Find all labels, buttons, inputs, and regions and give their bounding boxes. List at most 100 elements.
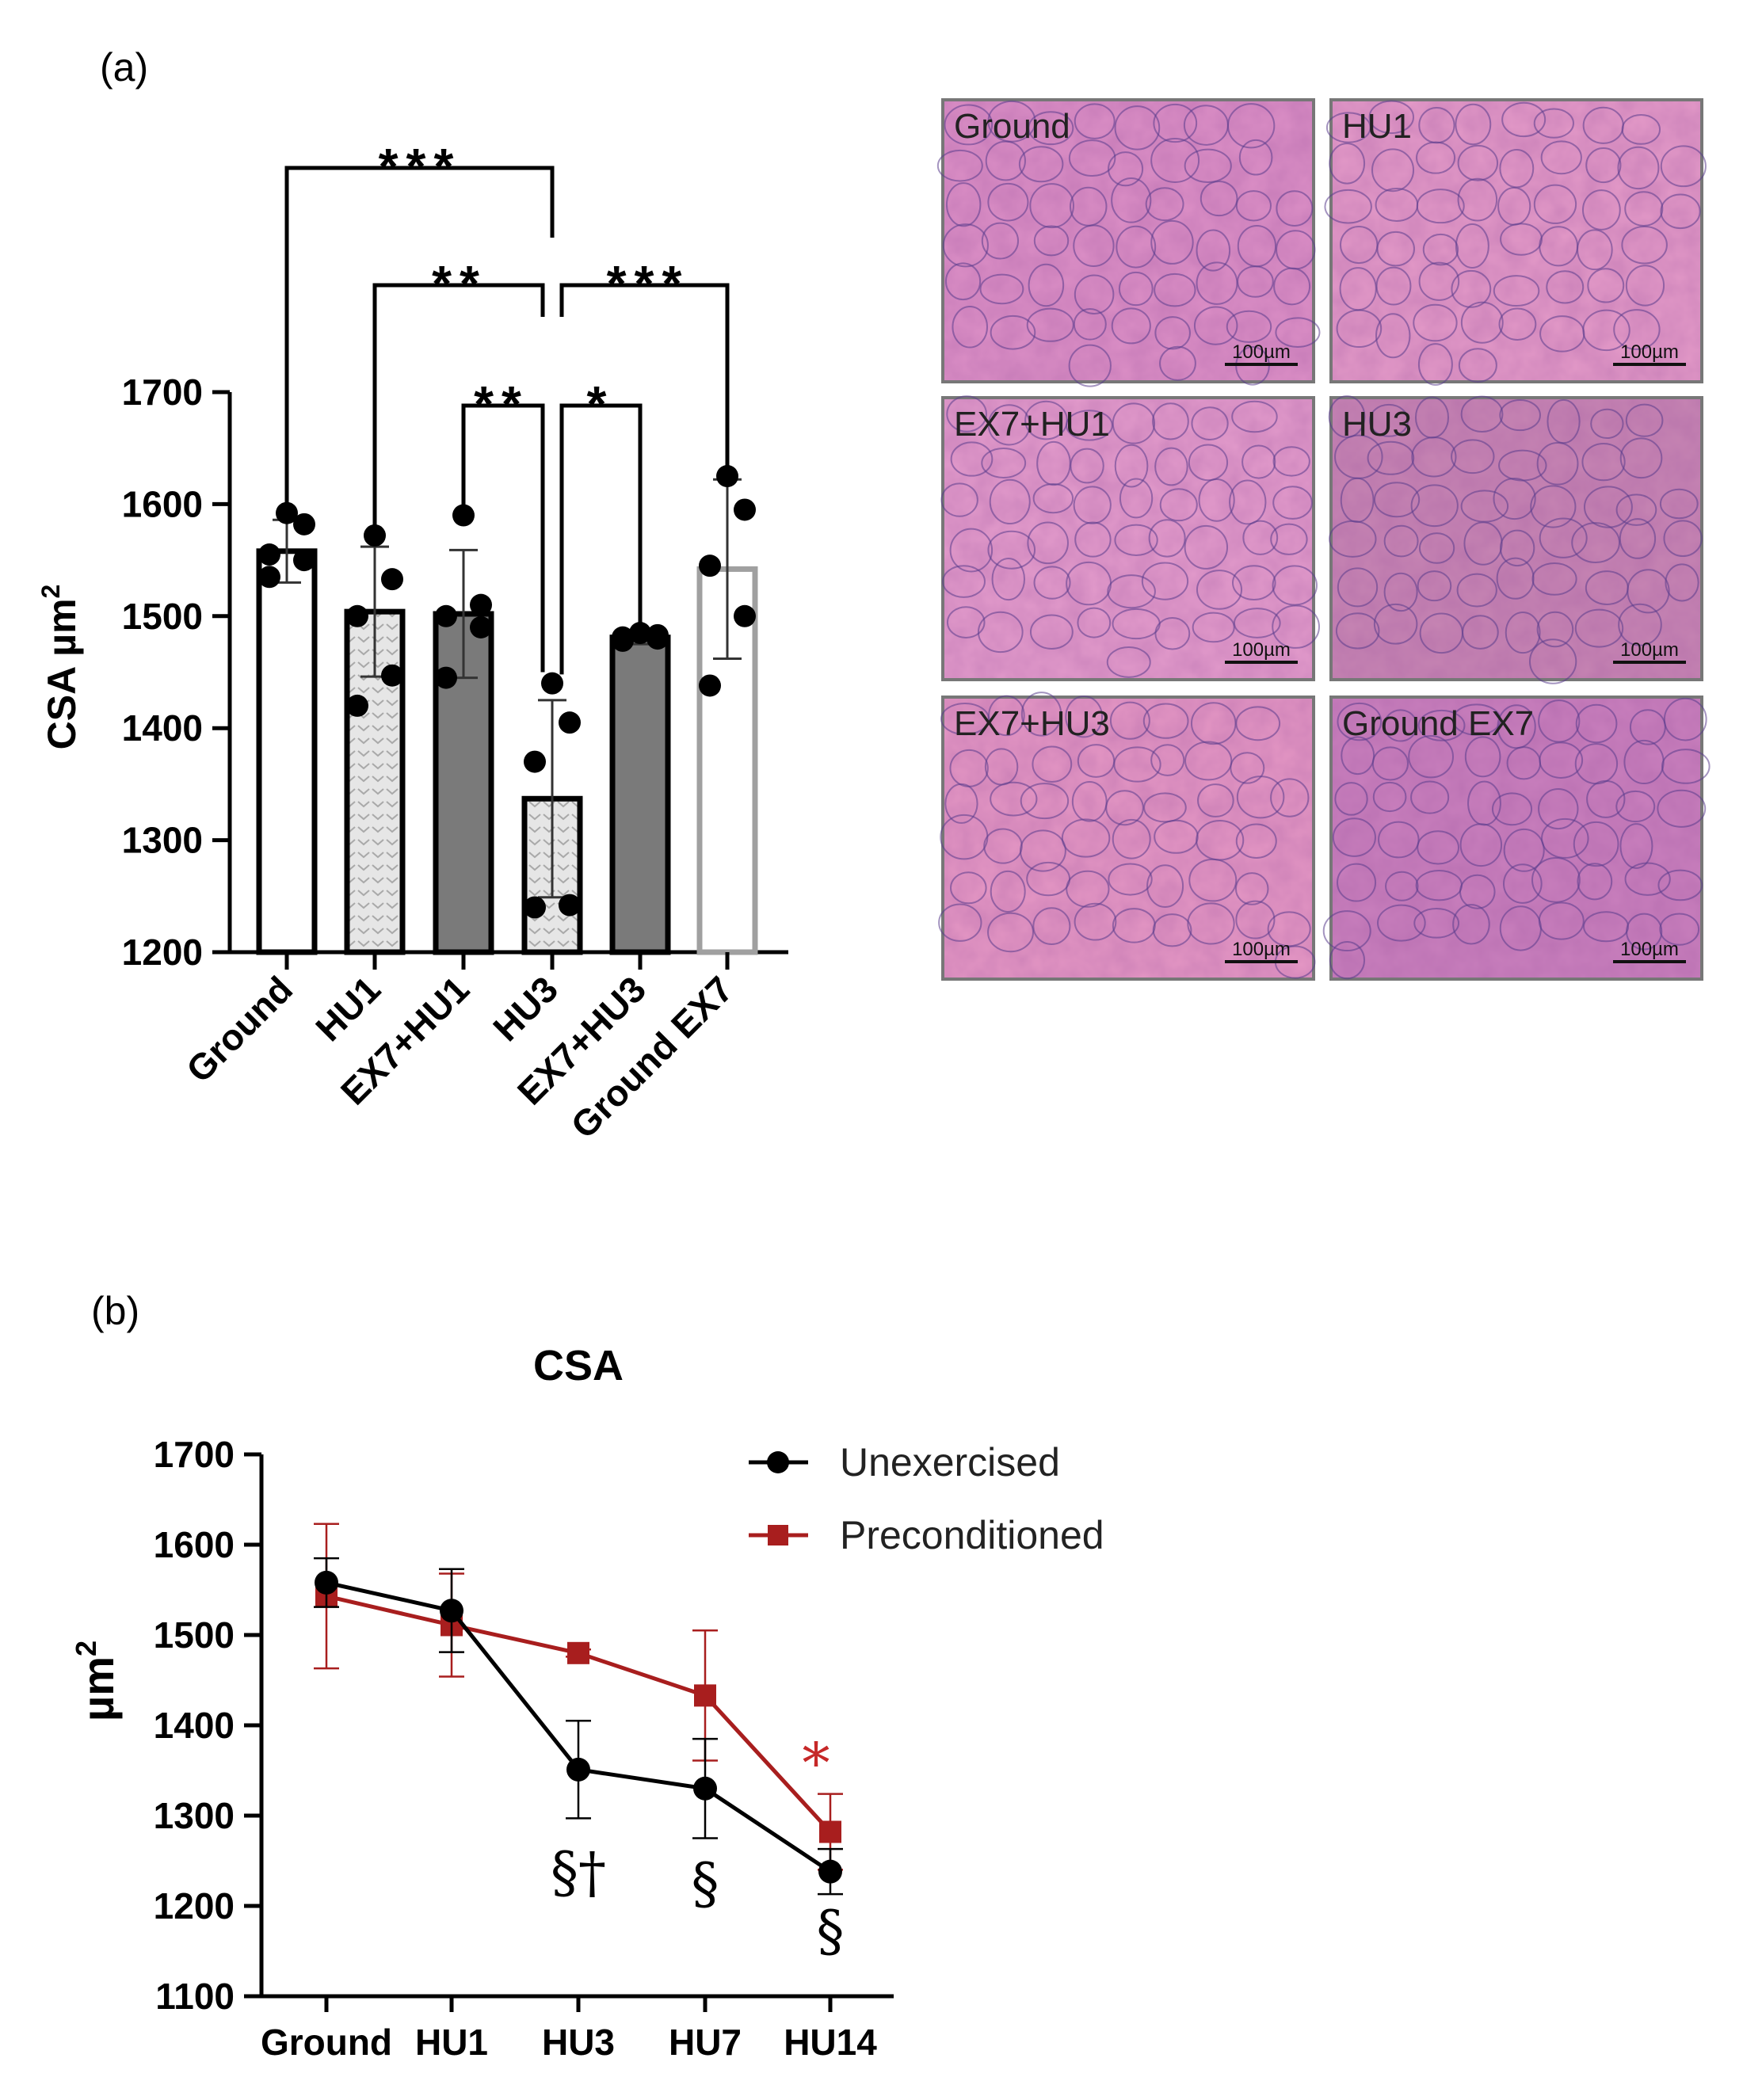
data-point — [258, 543, 280, 566]
data-point — [699, 555, 721, 577]
micrograph-fibre — [1491, 792, 1533, 826]
line-chart-xtick-label: Ground — [261, 2022, 392, 2063]
micrograph-fibre — [1235, 823, 1277, 859]
micrograph-fibre — [1571, 522, 1620, 564]
micrograph-fibre — [987, 912, 1034, 953]
significance-stars: ** — [432, 255, 487, 312]
legend-marker — [767, 1451, 789, 1473]
micrograph-fibre — [1273, 267, 1311, 306]
micrograph-fibre — [1378, 821, 1420, 859]
micrograph-fibre — [1383, 524, 1419, 558]
micrograph-fibre — [1267, 911, 1311, 947]
micrograph-fibre — [1458, 348, 1497, 383]
micrograph-fibre — [988, 695, 1025, 737]
micrograph-texture — [944, 699, 1312, 978]
micrograph-fibres — [1328, 395, 1703, 684]
micrograph-fibres — [940, 395, 1321, 678]
panel-b-label: (b) — [91, 1289, 139, 1333]
micrograph-fibre — [1501, 101, 1547, 138]
micrograph-fibre — [1587, 268, 1625, 303]
micrograph-fibre — [1577, 229, 1613, 271]
micrograph-fibre — [1530, 485, 1577, 528]
micrograph-fibre — [1371, 746, 1409, 781]
micrograph-scale-label: 100µm — [1620, 341, 1679, 363]
micrograph-fibre — [1455, 103, 1492, 146]
data-point — [734, 604, 756, 627]
micrograph-fibre — [1141, 562, 1189, 600]
micrograph-fibre — [1663, 697, 1707, 741]
legend-marker — [768, 1525, 788, 1545]
micrograph-fibre — [1536, 441, 1579, 486]
micrograph-fibre — [1018, 146, 1064, 183]
micrograph-label: Ground EX7 — [1342, 704, 1534, 743]
data-point — [559, 894, 581, 917]
micrograph-fibre — [1150, 219, 1194, 265]
bar-chart-xtick-label: HU3 — [485, 968, 566, 1049]
micrograph-fibre — [1422, 233, 1459, 266]
micrograph-fibre — [1499, 399, 1541, 432]
micrograph-fibre — [1538, 901, 1585, 940]
micrograph-fibre — [1328, 395, 1366, 438]
micrograph-fibre — [1020, 783, 1070, 820]
data-point — [699, 674, 721, 697]
micrograph-fibre — [1659, 488, 1699, 520]
micrograph-fibre — [990, 314, 1036, 350]
micrograph-fibre — [1070, 448, 1104, 484]
micrograph-fibre — [1621, 113, 1661, 145]
micrograph-fibre — [952, 306, 989, 349]
micrograph-fibre — [1231, 400, 1278, 433]
micrograph-fibre — [1411, 436, 1457, 478]
micrograph-fibre — [987, 100, 1036, 143]
micrograph-fibre — [1661, 749, 1711, 784]
micrograph-fibre — [1196, 570, 1243, 610]
micrograph-fibre — [1337, 863, 1377, 902]
series-point — [440, 1599, 463, 1623]
legend-label: Preconditioned — [840, 1513, 1104, 1557]
micrograph-fibre — [1028, 263, 1065, 307]
micrograph-scale-label: 100µm — [1620, 639, 1679, 661]
data-point — [293, 549, 315, 572]
micrograph-fibre — [1368, 403, 1409, 437]
micrograph-fibre — [1460, 395, 1504, 433]
micrograph-fibre — [1539, 741, 1584, 779]
micrograph-fibre — [1375, 266, 1412, 306]
micrograph-fibre — [990, 781, 1038, 817]
micrograph-fibre — [1325, 112, 1371, 143]
line-chart-ytick-label: 1600 — [154, 1524, 235, 1565]
micrograph-fibre — [1451, 703, 1501, 736]
micrograph-fibre — [1118, 271, 1154, 307]
micrograph-fibre — [1032, 483, 1074, 514]
micrograph-fibre — [1154, 273, 1196, 307]
data-point — [734, 498, 756, 521]
micrograph-fibre — [1418, 532, 1455, 564]
micrograph-fibre — [1615, 494, 1657, 526]
series-point — [566, 1757, 590, 1782]
micrograph-fibre — [1336, 309, 1383, 349]
micrograph-fibre — [1074, 274, 1115, 314]
line-chart-ytick-label: 1100 — [155, 1976, 235, 2017]
micrograph-fibre — [1625, 403, 1664, 437]
micrograph-fibre — [1108, 151, 1144, 187]
micrograph-fibre — [949, 528, 994, 573]
micrograph-fibre — [936, 149, 983, 182]
series-point — [567, 1641, 589, 1664]
micrograph-fibre — [938, 903, 982, 942]
micrograph-fibre — [1198, 478, 1235, 522]
line-chart-xtick-label: HU14 — [784, 2022, 877, 2063]
micrograph-fibre — [1235, 900, 1276, 939]
micrograph-fibre — [1074, 521, 1112, 558]
micrograph-fibre — [1237, 265, 1274, 298]
micrograph-fibre — [1334, 782, 1368, 816]
micrograph-fibre — [1033, 225, 1070, 257]
micrograph-fibre — [1238, 139, 1273, 176]
micrograph-fibre — [1226, 310, 1272, 343]
micrograph-fibre — [1026, 307, 1074, 342]
line-chart-xtick-label: HU1 — [415, 2022, 488, 2063]
micrograph-fibre — [1621, 226, 1668, 265]
micrograph-fibre — [1335, 612, 1380, 650]
micrograph-fibre — [1184, 148, 1232, 184]
micrograph-fibre — [1574, 608, 1624, 648]
micrograph-fibre — [1032, 907, 1071, 945]
legend-label: Unexercised — [840, 1440, 1060, 1484]
micrograph-fibre — [1410, 484, 1459, 528]
